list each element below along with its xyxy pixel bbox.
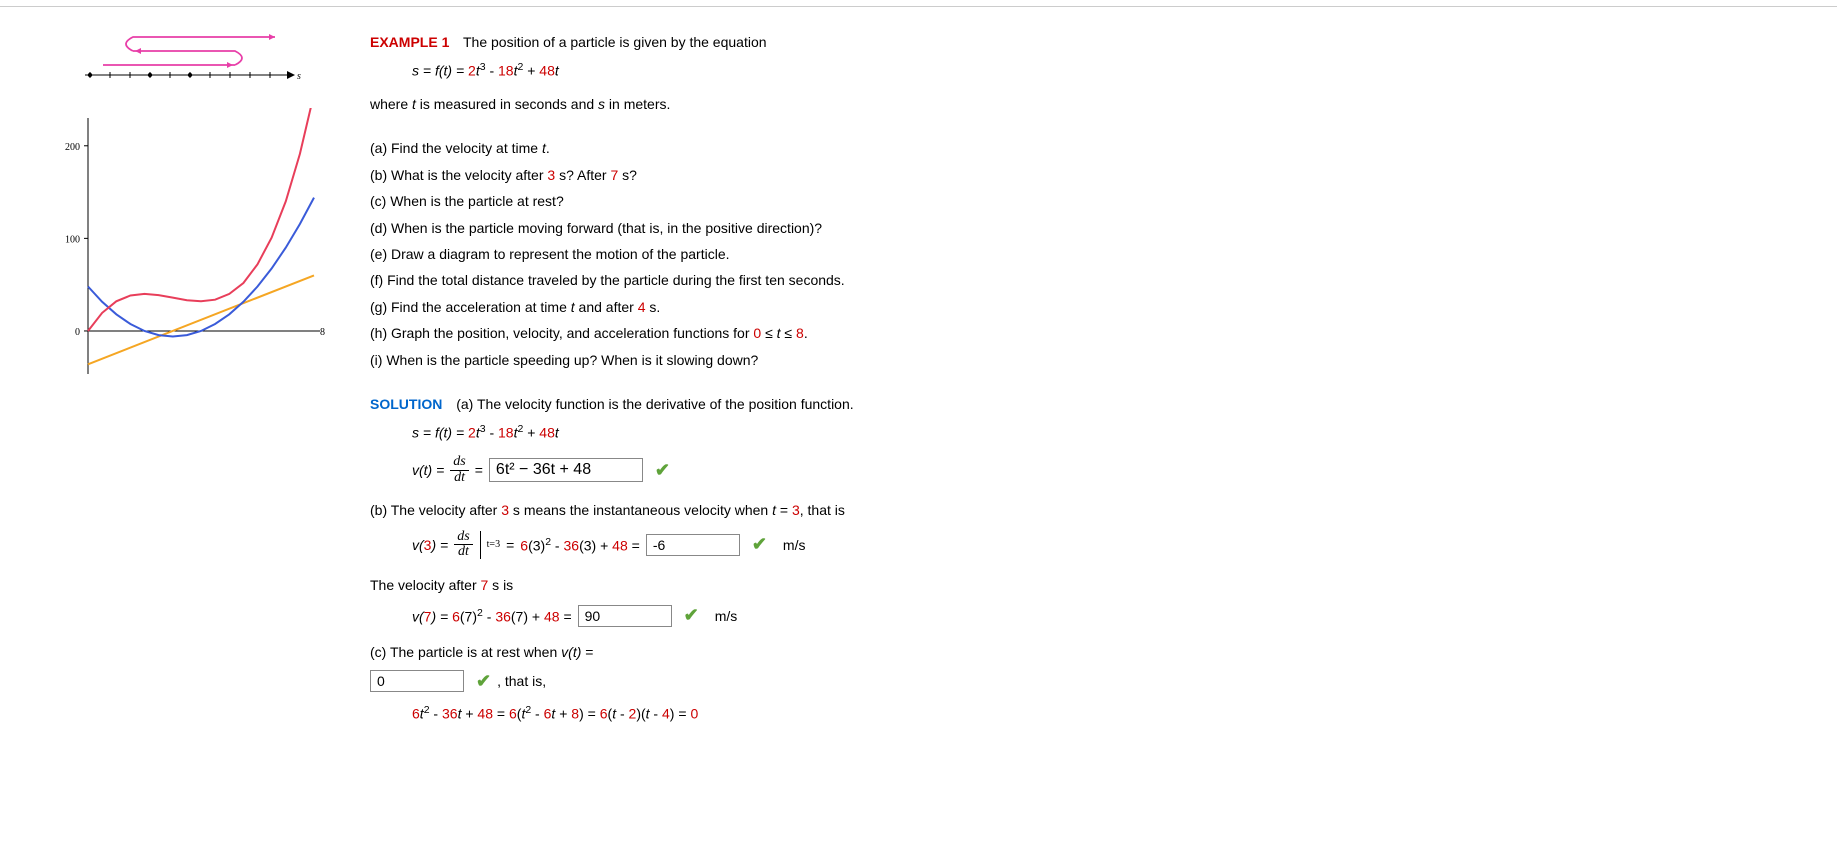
answer-input-c[interactable]: [370, 670, 464, 692]
solution-a: SOLUTION (a) The velocity function is th…: [370, 393, 1270, 415]
question-h: (h) Graph the position, velocity, and ac…: [370, 322, 1270, 344]
graph-figure: 0 100 200 8: [40, 108, 340, 391]
solution-b-intro: (b) The velocity after 3 s means the ins…: [370, 499, 1270, 521]
page: s 0 100 200 8 EXAMPLE 1 The position of a p…: [0, 7, 1837, 775]
question-d: (d) When is the particle moving forward …: [370, 217, 1270, 239]
example-intro: The position of a particle is given by t…: [463, 34, 767, 50]
question-g: (g) Find the acceleration at time t and …: [370, 296, 1270, 318]
question-b: (b) What is the velocity after 3 s? Afte…: [370, 164, 1270, 186]
check-icon: ✔: [684, 605, 699, 626]
svg-text:8: 8: [320, 327, 325, 338]
example-heading: EXAMPLE 1 The position of a particle is …: [370, 31, 1270, 53]
dsdt-fraction: ds dt: [454, 530, 472, 560]
answer-input-b1[interactable]: [646, 534, 740, 556]
position-equation: s = f(t) = 2t3 - 18t2 + 48t: [370, 61, 1270, 79]
position-equation-repeat: s = f(t) = 2t3 - 18t2 + 48t: [370, 423, 1270, 441]
solution-c-intro: (c) The particle is at rest when v(t) =: [370, 641, 1270, 663]
solution-label: SOLUTION: [370, 396, 442, 412]
content-column: EXAMPLE 1 The position of a particle is …: [370, 27, 1270, 735]
question-c: (c) When is the particle at rest?: [370, 190, 1270, 212]
answer-input-a[interactable]: [489, 458, 643, 482]
unit-label: m/s: [783, 537, 806, 553]
where-line: where t is measured in seconds and s in …: [370, 93, 1270, 115]
answer-input-b2[interactable]: [578, 605, 672, 627]
example-label: EXAMPLE 1: [370, 34, 449, 50]
velocity-7-intro: The velocity after 7 s is: [370, 574, 1270, 596]
question-a: (a) Find the velocity at time t.: [370, 137, 1270, 159]
check-icon: ✔: [752, 534, 767, 555]
question-i: (i) When is the particle speeding up? Wh…: [370, 349, 1270, 371]
svg-text:200: 200: [65, 142, 80, 153]
question-f: (f) Find the total distance traveled by …: [370, 269, 1270, 291]
svg-text:0: 0: [75, 327, 80, 338]
motion-diagram: s: [40, 27, 340, 90]
svg-text:100: 100: [65, 234, 80, 245]
velocity-derivative: v(t) = ds dt = ✔: [370, 455, 1270, 485]
velocity-at-3: v(3) = ds dt t=3 = 6(3)2 - 36(3) + 48 = …: [370, 530, 1270, 560]
factored-equation: 6t2 - 36t + 48 = 6((tt2 - 6t + 8) = 6(t …: [370, 704, 1270, 722]
check-icon: ✔: [476, 667, 491, 696]
unit-label: m/s: [715, 608, 738, 624]
svg-text:s: s: [297, 71, 301, 82]
velocity-at-7: v(7) = 6(7)2 - 36(7) + 48 = ✔ m/s: [370, 605, 1270, 627]
check-icon: ✔: [655, 460, 670, 481]
figure-column: s 0 100 200 8: [40, 27, 370, 735]
dsdt-fraction: ds dt: [450, 455, 468, 485]
question-e: (e) Draw a diagram to represent the moti…: [370, 243, 1270, 265]
solution-c-answer: ✔ , that is,: [370, 667, 1270, 696]
